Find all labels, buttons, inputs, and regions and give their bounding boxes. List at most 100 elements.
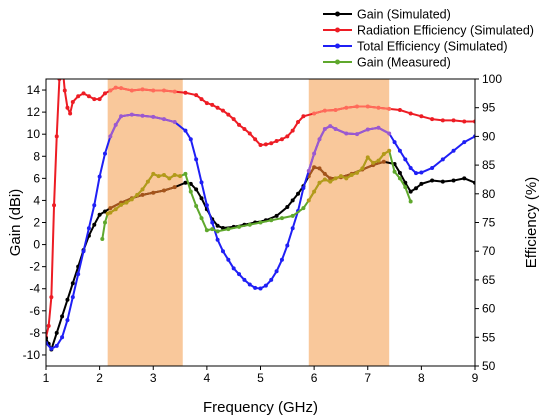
data-point (46, 323, 51, 328)
data-point (253, 285, 258, 290)
data-point (290, 128, 295, 133)
data-point (301, 186, 306, 191)
data-point (263, 283, 268, 288)
data-point (220, 249, 225, 254)
data-point (290, 213, 295, 218)
data-point (387, 106, 392, 111)
data-point (188, 189, 193, 194)
data-point (49, 346, 54, 351)
y-left-tick-label: 6 (33, 171, 40, 185)
y-left-tick-label: 14 (27, 83, 41, 97)
series-total-efficiency-simulated (46, 112, 475, 351)
data-point (60, 335, 65, 340)
y-left-tick-label: 8 (33, 149, 40, 163)
data-point (124, 200, 129, 205)
y-left-tick-label: 10 (27, 127, 41, 141)
data-point (188, 137, 193, 142)
data-point (328, 124, 333, 129)
data-point (102, 209, 107, 214)
data-point (102, 91, 107, 96)
data-point (172, 89, 177, 94)
data-point (108, 210, 113, 215)
data-point (113, 207, 118, 212)
x-axis-title: Frequency (GHz) (203, 399, 318, 416)
data-point (161, 173, 166, 178)
data-point (333, 126, 338, 131)
series-gain-measured (100, 148, 413, 242)
y-left-tick-label: 12 (27, 105, 41, 119)
data-point (387, 148, 392, 153)
x-tick-label: 5 (257, 371, 264, 385)
y-left-tick-label: 0 (33, 238, 40, 252)
highlight-bands (107, 79, 390, 366)
data-point (376, 158, 381, 163)
y-left-tick-label: -10 (23, 348, 41, 362)
data-point (355, 170, 360, 175)
x-tick-label: 3 (150, 371, 157, 385)
data-point (194, 157, 199, 162)
data-point (113, 122, 118, 127)
data-point (381, 159, 386, 164)
data-point (344, 105, 349, 110)
data-point (145, 179, 150, 184)
legend-marker (335, 11, 340, 17)
data-point (440, 118, 445, 123)
data-point (269, 277, 274, 282)
data-point (312, 189, 317, 194)
data-point (70, 99, 75, 104)
x-tick-label: 1 (43, 371, 50, 385)
data-point (462, 140, 467, 145)
data-point (183, 90, 188, 95)
y-right-tick-label: 70 (482, 244, 496, 258)
data-point (306, 198, 311, 203)
data-point (60, 314, 65, 319)
x-tick-label: 4 (204, 371, 211, 385)
data-point (258, 220, 263, 225)
data-point (376, 125, 381, 130)
data-point (49, 295, 54, 300)
y-left-tick-label: -4 (29, 282, 40, 296)
data-point (403, 157, 408, 162)
data-point (151, 171, 156, 176)
data-point (285, 205, 290, 210)
data-point (92, 222, 97, 227)
data-point (183, 128, 188, 133)
y-left-tick-label: -6 (29, 304, 40, 318)
y-right-tick-label: 100 (482, 72, 502, 86)
data-point (376, 105, 381, 110)
data-point (119, 114, 124, 119)
y-left-tick-label: -8 (29, 326, 40, 340)
data-point (462, 119, 467, 124)
data-point (242, 126, 247, 131)
data-point (274, 213, 279, 218)
data-point (215, 229, 220, 234)
data-point (81, 91, 86, 96)
legend-label: Total Efficiency (Simulated) (357, 40, 508, 54)
data-point (269, 141, 274, 146)
y-right-tick-label: 75 (482, 216, 496, 230)
band-2 (308, 79, 390, 366)
x-tick-label: 9 (472, 371, 479, 385)
legend-label: Gain (Measured) (357, 56, 451, 70)
data-point (263, 142, 268, 147)
data-point (65, 297, 70, 302)
data-point (167, 176, 172, 181)
data-point (242, 277, 247, 282)
data-point (247, 222, 252, 227)
data-point (226, 257, 231, 262)
data-point (215, 105, 220, 110)
data-point (365, 104, 370, 109)
data-point (355, 104, 360, 109)
y-right-tick-label: 55 (482, 330, 496, 344)
data-point (226, 227, 231, 232)
data-point (419, 170, 424, 175)
data-point (344, 131, 349, 136)
data-point (430, 117, 435, 122)
y-right-tick-label: 80 (482, 187, 496, 201)
data-point (397, 148, 402, 153)
data-point (237, 122, 242, 127)
data-point (65, 105, 70, 110)
data-point (414, 186, 419, 191)
x-tick-label: 7 (364, 371, 371, 385)
